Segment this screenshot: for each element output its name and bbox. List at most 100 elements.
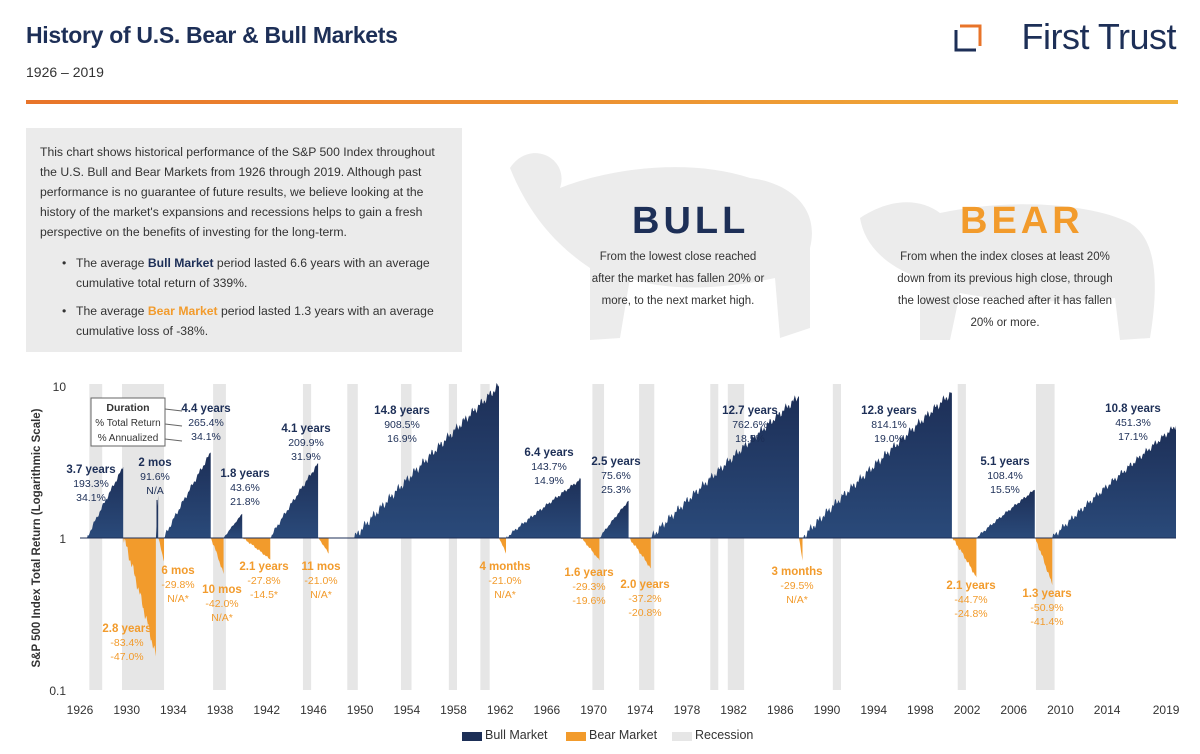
page-subtitle: 1926 – 2019 bbox=[26, 64, 104, 80]
y-tick-label: 10 bbox=[53, 380, 67, 394]
bear-market-label: -19.6% bbox=[572, 595, 605, 607]
x-tick-label: 1930 bbox=[113, 703, 140, 717]
bear-market-label: 10 mos bbox=[202, 584, 242, 596]
x-tick-label: 1966 bbox=[534, 703, 561, 717]
bull-market-area bbox=[976, 489, 1035, 538]
bull-bear-silhouette-icon bbox=[510, 153, 1155, 340]
bear-market-area bbox=[580, 538, 600, 561]
x-tick-label: 1926 bbox=[67, 703, 94, 717]
bull-market-label: 2 mos bbox=[138, 457, 171, 469]
x-tick-label: 2002 bbox=[954, 703, 981, 717]
x-tick-label: 1978 bbox=[674, 703, 701, 717]
bear-market-label: 2.8 years bbox=[102, 623, 151, 635]
bear-market-label: 6 mos bbox=[161, 565, 194, 577]
bear-heading: BEAR bbox=[960, 200, 1084, 242]
bull-market-label: 4.1 years bbox=[281, 423, 330, 435]
bear-market-label: -20.8% bbox=[628, 607, 661, 619]
bull-market-label: 1.8 years bbox=[220, 468, 269, 480]
bear-market-label: N/A* bbox=[310, 589, 332, 601]
bear-market-label: -41.4% bbox=[1030, 616, 1063, 628]
bull-market-area bbox=[354, 383, 500, 538]
definitions-panel: BULL From the lowest close reached after… bbox=[490, 128, 1180, 350]
x-tick-label: 1938 bbox=[207, 703, 234, 717]
bull-market-area bbox=[1052, 425, 1176, 538]
bear-market-area bbox=[798, 538, 803, 561]
bear-market-area bbox=[628, 538, 651, 569]
bear-market-label: -29.3% bbox=[572, 581, 605, 593]
x-tick-label: 1998 bbox=[907, 703, 934, 717]
bear-market-label: -29.8% bbox=[161, 579, 194, 591]
x-tick-label: 1954 bbox=[393, 703, 420, 717]
bear-market-label: -24.8% bbox=[954, 608, 987, 620]
duration-key-leader bbox=[164, 408, 183, 412]
bull-market-label: 4.4 years bbox=[181, 403, 230, 415]
bull-market-label: 108.4% bbox=[987, 470, 1023, 482]
header: History of U.S. Bear & Bull Markets 1926… bbox=[0, 0, 1200, 110]
duration-key-box bbox=[90, 397, 166, 447]
bull-market-label: 193.3% bbox=[73, 478, 109, 490]
bull-market-label: 814.1% bbox=[871, 419, 907, 431]
x-tick-label: 2014 bbox=[1094, 703, 1121, 717]
bull-market-label: 17.1% bbox=[1118, 431, 1148, 443]
first-trust-logo: First Trust bbox=[1021, 16, 1177, 57]
duration-key-leader bbox=[164, 423, 183, 427]
duration-key-annualized: % Annualized bbox=[98, 433, 159, 444]
bull-market-label: 265.4% bbox=[188, 417, 224, 429]
bear-market-area bbox=[123, 538, 156, 657]
bull-market-label: 3.7 years bbox=[66, 464, 115, 476]
bull-market-label: 34.1% bbox=[76, 492, 106, 504]
bull-definition: From the lowest close reached after the … bbox=[591, 251, 765, 307]
recession-band bbox=[1035, 384, 1055, 690]
bear-market-label: -21.0% bbox=[304, 575, 337, 587]
bull-market-area bbox=[599, 500, 629, 538]
bull-market-label: 451.3% bbox=[1115, 417, 1151, 429]
bear-market-label: 4 months bbox=[479, 561, 530, 573]
bear-market-area bbox=[951, 538, 977, 578]
bull-market-label: 25.3% bbox=[601, 484, 631, 496]
bear-market-label: N/A* bbox=[494, 589, 516, 601]
bull-market-area bbox=[164, 452, 211, 538]
bear-market-label: 1.3 years bbox=[1022, 588, 1071, 600]
recession-band bbox=[639, 384, 655, 690]
bull-market-area bbox=[223, 513, 243, 538]
recession-band bbox=[592, 384, 605, 690]
bull-market-label: 5.1 years bbox=[980, 456, 1029, 468]
bull-market-area bbox=[650, 395, 799, 538]
bear-market-label: N/A* bbox=[167, 593, 189, 605]
duration-key-leader bbox=[164, 438, 183, 442]
bear-market-area bbox=[318, 538, 329, 554]
bull-market-label: 19.0% bbox=[874, 433, 904, 445]
bear-market-label: -50.9% bbox=[1030, 602, 1063, 614]
x-tick-label: 1990 bbox=[814, 703, 841, 717]
bull-market-label: 43.6% bbox=[230, 482, 260, 494]
bull-market-label: 10.8 years bbox=[1105, 403, 1161, 415]
x-tick-label: 1970 bbox=[580, 703, 607, 717]
x-tick-label: 1982 bbox=[720, 703, 747, 717]
bull-market-area bbox=[270, 463, 319, 538]
bear-market-area bbox=[1034, 538, 1053, 586]
bull-average-highlight: Bull Market bbox=[147, 256, 214, 270]
bull-market-label: 15.5% bbox=[990, 484, 1020, 496]
bull-market-label: 14.8 years bbox=[374, 405, 430, 417]
x-tick-label: 1942 bbox=[253, 703, 280, 717]
bull-market-label: 75.6% bbox=[601, 470, 631, 482]
intro-paragraph: This chart shows historical performance … bbox=[40, 145, 435, 239]
x-tick-label: 1974 bbox=[627, 703, 654, 717]
recession-band bbox=[957, 384, 966, 690]
bear-market-label: -42.0% bbox=[205, 598, 238, 610]
bull-heading: BULL bbox=[632, 200, 750, 242]
bull-market-label: 21.8% bbox=[230, 496, 260, 508]
recession-band bbox=[213, 384, 226, 690]
x-tick-label: 1950 bbox=[347, 703, 374, 717]
bull-market-label: 16.9% bbox=[387, 433, 417, 445]
bull-market-area bbox=[506, 477, 581, 538]
bear-definition: From when the index closes at least 20% … bbox=[897, 251, 1113, 329]
recession-band bbox=[347, 384, 358, 690]
bear-market-label: 11 mos bbox=[302, 561, 341, 573]
bear-market-label: -21.0% bbox=[488, 575, 521, 587]
x-tick-label: 2010 bbox=[1047, 703, 1074, 717]
bear-average-bullet: • The average Bear Market period lasted 1… bbox=[62, 304, 434, 338]
bear-market-label: -83.4% bbox=[110, 637, 143, 649]
bull-bear-chart: 10 1 0.1 S&P 500 Index Total Return (Logari… bbox=[31, 380, 1180, 717]
bull-market-label: 2.5 years bbox=[591, 456, 640, 468]
